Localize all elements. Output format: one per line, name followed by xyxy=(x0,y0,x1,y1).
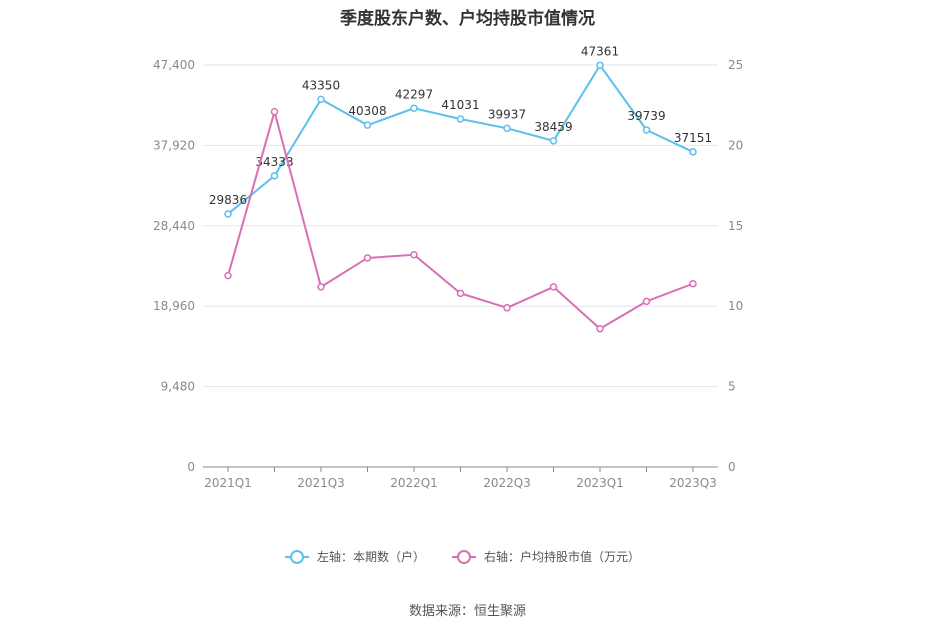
y-right-tick-label: 15 xyxy=(728,219,743,233)
data-point-avg-value xyxy=(317,283,325,291)
data-point-holders xyxy=(456,115,465,123)
data-point-holders xyxy=(503,124,511,133)
data-point-holders xyxy=(270,172,279,180)
data-point-holders xyxy=(224,210,232,218)
data-point-holders xyxy=(689,148,697,156)
data-point-avg-value xyxy=(642,297,651,306)
data-label: 39739 xyxy=(627,109,665,123)
y-right-tick-label: 0 xyxy=(728,460,736,474)
data-source: 数据来源：恒生聚源 xyxy=(408,604,526,619)
data-label: 38459 xyxy=(534,120,572,134)
data-point-holders xyxy=(410,104,418,113)
y-right-tick-label: 25 xyxy=(728,58,743,72)
data-point-holders xyxy=(317,95,325,104)
data-label: 40308 xyxy=(348,104,386,118)
data-label: 39937 xyxy=(488,107,526,121)
legend-label: 左轴：本期数（户） xyxy=(317,549,425,564)
data-point-holders xyxy=(363,121,372,129)
x-tick-label: 2021Q3 xyxy=(297,476,345,490)
chart-title: 季度股东户数、户均持股市值情况 xyxy=(340,9,595,29)
data-point-avg-value xyxy=(410,250,418,259)
data-point-avg-value xyxy=(270,107,279,116)
legend-label: 右轴：户均持股市值（万元） xyxy=(484,549,640,564)
data-point-avg-value xyxy=(549,283,558,291)
data-label: 41031 xyxy=(441,98,479,112)
y-left-tick-label: 0 xyxy=(187,460,195,474)
y-right-tick-label: 5 xyxy=(728,380,736,394)
data-point-avg-value xyxy=(596,324,604,333)
data-point-holders xyxy=(642,126,651,134)
y-left-tick-label: 37,920 xyxy=(153,138,195,152)
data-point-avg-value xyxy=(456,289,465,298)
x-tick-label: 2023Q1 xyxy=(576,476,624,490)
data-point-avg-value xyxy=(224,271,232,280)
x-tick-label: 2021Q1 xyxy=(204,476,252,490)
data-point-avg-value xyxy=(363,254,372,262)
y-right-tick-label: 20 xyxy=(728,138,743,152)
data-label: 37151 xyxy=(674,131,712,145)
x-tick-label: 2022Q3 xyxy=(483,476,531,490)
y-left-tick-label: 47,400 xyxy=(153,58,195,72)
legend-marker xyxy=(457,550,471,564)
data-label: 43350 xyxy=(302,78,340,92)
data-point-avg-value xyxy=(503,304,511,312)
data-label: 47361 xyxy=(581,44,619,58)
y-left-tick-label: 18,960 xyxy=(153,299,195,313)
data-label: 29836 xyxy=(209,193,247,207)
data-point-avg-value xyxy=(689,279,697,288)
data-label: 34333 xyxy=(255,155,293,169)
legend-marker xyxy=(290,550,304,564)
x-tick-label: 2022Q1 xyxy=(390,476,438,490)
data-label: 42297 xyxy=(395,87,433,101)
y-left-tick-label: 9,480 xyxy=(161,380,195,394)
data-point-holders xyxy=(596,61,604,70)
series-line-holders xyxy=(227,63,694,215)
y-left-tick-label: 28,440 xyxy=(153,219,195,233)
y-right-tick-label: 10 xyxy=(728,299,743,313)
data-point-holders xyxy=(549,137,558,145)
x-tick-label: 2023Q3 xyxy=(669,476,717,490)
